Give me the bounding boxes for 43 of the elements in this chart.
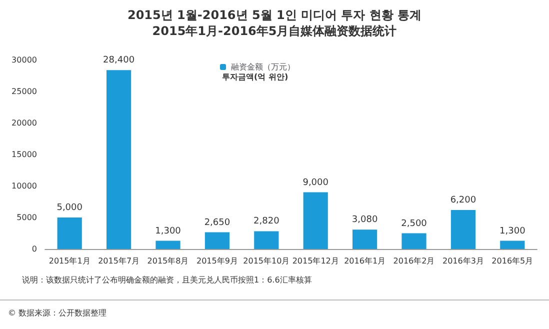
bar (352, 230, 378, 249)
text: 2,650 (204, 218, 230, 228)
text: 3,080 (352, 215, 378, 226)
y-tick-label: 25000 (12, 87, 37, 96)
chart-subtitle: 2015年1月-2016年5月自媒体融资数据统计 (152, 24, 397, 38)
chart-title: 2015년 1월-2016년 5월 1인 미디어 투자 현황 통계 (127, 8, 422, 22)
text: 28,400 (103, 56, 135, 66)
y-tick-label: 0 (32, 244, 37, 254)
bar (204, 232, 230, 249)
y-tick-label: 5000 (16, 213, 37, 222)
y-tick-label: 30000 (12, 56, 37, 64)
y-tick-label: 20000 (12, 118, 37, 128)
y-tick-label: 10000 (12, 182, 37, 190)
text: © 数据来源：公开数据整理 (8, 308, 107, 318)
text: 1,300 (500, 226, 526, 236)
text: 5,000 (56, 203, 82, 213)
annotation: 투자금액(억 위안) (222, 72, 288, 82)
x-tick-label: 2015年8月 (147, 256, 189, 266)
bar (106, 70, 132, 249)
legend-label: 融资金额（万元） (231, 62, 295, 72)
x-tick-label: 2015年10月 (243, 256, 290, 266)
text: 2,820 (254, 216, 280, 227)
bar (57, 218, 82, 249)
bar (500, 240, 525, 249)
x-tick-label: 2016年2月 (393, 256, 435, 266)
text: 2,500 (401, 218, 427, 229)
bar (402, 233, 426, 249)
text: 9,000 (302, 178, 328, 188)
x-tick-label: 2016年3月 (442, 256, 484, 266)
y-tick-label: 15000 (12, 150, 37, 159)
text: 说明：该数据只统计了公布明确金额的融资，且美元兑人民币按照1：6.6汇率核算 (22, 276, 312, 284)
bar (303, 192, 328, 249)
x-tick-label: 2015年7月 (98, 256, 140, 266)
x-tick-label: 2016年1月 (344, 256, 386, 266)
bar (156, 240, 180, 249)
text: 6,200 (450, 195, 476, 206)
x-tick-label: 2015年9月 (196, 256, 238, 266)
x-tick-label: 2015年12月 (292, 256, 339, 266)
text: 1,300 (155, 226, 181, 236)
bar (254, 231, 279, 249)
bar (450, 210, 476, 249)
x-tick-label: 2016年5月 (492, 256, 534, 266)
x-tick-label: 2015年1月 (48, 256, 90, 266)
